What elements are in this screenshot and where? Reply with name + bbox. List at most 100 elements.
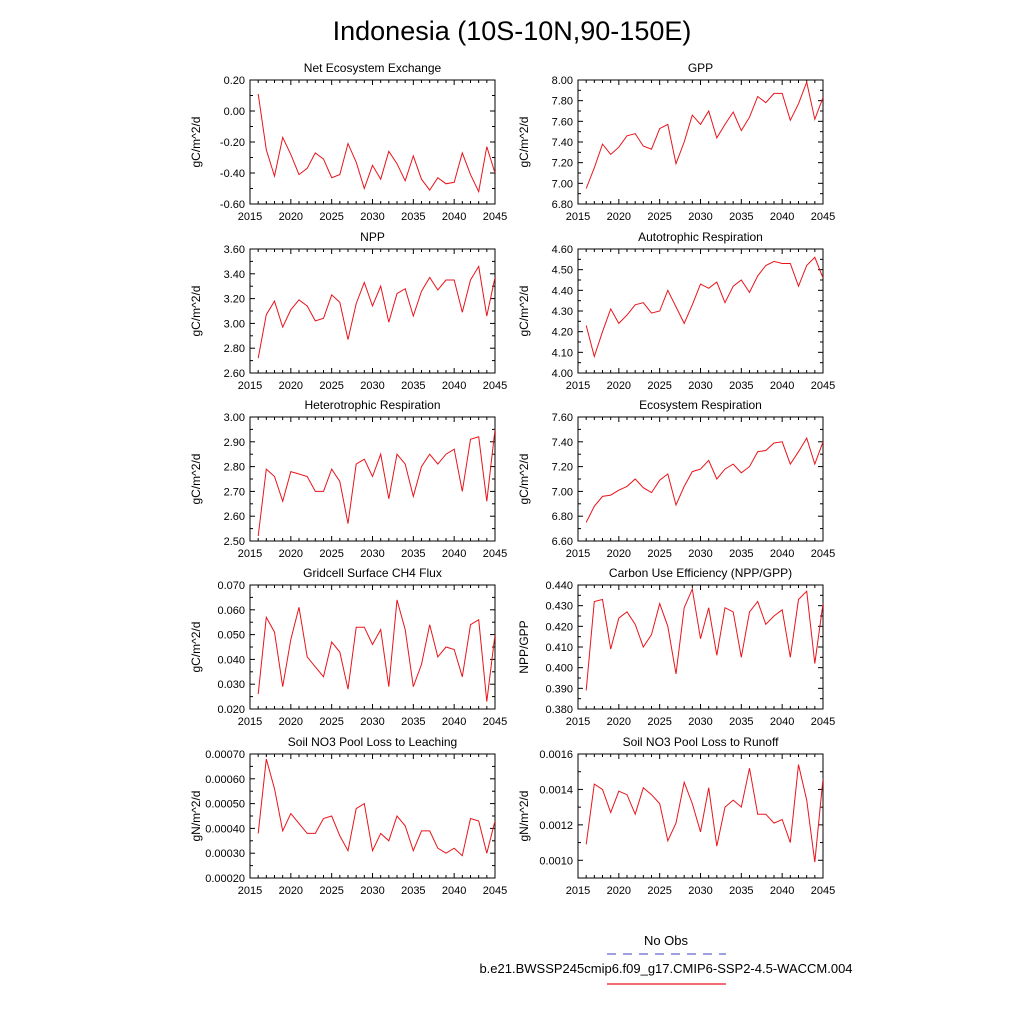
x-tick-label: 2035 (401, 211, 425, 223)
x-tick-label: 2020 (279, 885, 303, 897)
x-tick-label: 2040 (770, 716, 794, 728)
x-tick-label: 2040 (770, 548, 794, 560)
y-tick-label: 0.020 (217, 704, 245, 716)
x-tick-label: 2030 (688, 211, 712, 223)
panel-title: NPP (360, 230, 385, 244)
x-tick-label: 2045 (811, 380, 835, 392)
x-tick-label: 2025 (319, 211, 343, 223)
plot-frame (249, 584, 496, 710)
x-tick-label: 2045 (811, 885, 835, 897)
panel-title: Gridcell Surface CH4 Flux (303, 566, 442, 580)
x-tick-label: 2045 (811, 716, 835, 728)
y-tick-label: 4.30 (552, 306, 573, 318)
y-tick-label: 0.00 (224, 106, 245, 118)
panel-title: Heterotrophic Respiration (304, 398, 440, 412)
x-tick-label: 2030 (688, 716, 712, 728)
chart-panel-7: Gridcell Surface CH4 Flux 2015 2020 2025 203… (189, 566, 507, 728)
x-tick-label: 2025 (647, 548, 671, 560)
series-line (585, 80, 823, 189)
x-tick-label: 2035 (729, 380, 753, 392)
x-tick-label: 2015 (566, 211, 590, 223)
x-tick-label: 2030 (688, 885, 712, 897)
panel-title: Autotrophic Respiration (638, 230, 763, 244)
x-tick-label: 2040 (442, 716, 466, 728)
x-tick-label: 2030 (360, 211, 384, 223)
x-tick-label: 2025 (647, 716, 671, 728)
y-tick-label: 0.030 (217, 679, 245, 691)
plot-frame (249, 753, 496, 879)
y-tick-label: 3.40 (224, 269, 245, 281)
chart-panel-10: Soil NO3 Pool Loss to Runoff 2015 2020 2025… (517, 735, 835, 897)
panel-title: Soil NO3 Pool Loss to Leaching (288, 735, 457, 749)
x-tick-label: 2030 (360, 885, 384, 897)
x-tick-label: 2015 (566, 716, 590, 728)
chart-panel-1: Net Ecosystem Exchange 2015 2020 2025 2030 20… (189, 61, 507, 223)
y-tick-label: 3.60 (224, 244, 245, 256)
plot-frame (577, 79, 824, 205)
plot-frame (577, 248, 824, 374)
x-tick-label: 2035 (729, 716, 753, 728)
y-tick-label: 7.20 (552, 462, 573, 474)
plot-frame (577, 753, 824, 879)
x-tick-label: 2040 (442, 380, 466, 392)
x-tick-label: 2025 (319, 885, 343, 897)
y-tick-label: 0.00040 (205, 823, 245, 835)
x-tick-label: 2035 (401, 380, 425, 392)
x-tick-label: 2020 (279, 380, 303, 392)
y-tick-label: 8.00 (552, 75, 573, 87)
y-tick-label: 0.00030 (205, 848, 245, 860)
y-tick-label: 7.60 (552, 116, 573, 128)
y-tick-label: 2.80 (224, 462, 245, 474)
y-tick-label: 7.80 (552, 96, 573, 108)
y-tick-label: 0.0012 (539, 820, 573, 832)
y-axis-label: gC/m^2/d (517, 286, 531, 337)
x-tick-label: 2020 (607, 380, 631, 392)
y-tick-label: 2.80 (224, 343, 245, 355)
y-tick-label: 7.00 (552, 178, 573, 190)
x-tick-label: 2035 (401, 885, 425, 897)
y-tick-label: 4.50 (552, 265, 573, 277)
y-axis-label: gN/m^2/d (189, 791, 203, 842)
y-tick-label: 0.430 (545, 601, 573, 613)
y-tick-label: 3.00 (224, 412, 245, 424)
x-tick-label: 2035 (729, 885, 753, 897)
panel-title: Net Ecosystem Exchange (304, 61, 442, 75)
panel-title: Ecosystem Respiration (639, 398, 762, 412)
chart-panel-8: Carbon Use Efficiency (NPP/GPP) 2015 2020 2… (517, 566, 835, 728)
y-tick-label: 0.0014 (539, 784, 573, 796)
x-tick-label: 2040 (442, 211, 466, 223)
x-tick-label: 2030 (360, 380, 384, 392)
x-tick-label: 2040 (442, 885, 466, 897)
panels: Net Ecosystem Exchange 2015 2020 2025 2030 20… (189, 61, 835, 897)
y-tick-label: 0.00050 (205, 799, 245, 811)
y-tick-label: 0.390 (545, 683, 573, 695)
series-line (585, 587, 823, 691)
x-tick-label: 2015 (238, 885, 262, 897)
x-tick-label: 2030 (688, 380, 712, 392)
y-tick-label: 0.0010 (539, 855, 573, 867)
x-tick-label: 2045 (811, 211, 835, 223)
plot-frame (249, 416, 496, 542)
series-line (585, 256, 823, 359)
x-tick-label: 2015 (238, 380, 262, 392)
series-line (257, 264, 495, 359)
x-tick-label: 2045 (483, 548, 507, 560)
y-tick-label: 0.00060 (205, 774, 245, 786)
y-axis-label: gC/m^2/d (189, 117, 203, 168)
y-axis-label: gC/m^2/d (189, 622, 203, 673)
x-tick-label: 2025 (319, 548, 343, 560)
x-tick-label: 2020 (279, 211, 303, 223)
x-tick-label: 2020 (607, 211, 631, 223)
y-axis-label: NPP/GPP (517, 620, 531, 673)
x-tick-label: 2020 (607, 716, 631, 728)
y-tick-label: 7.40 (552, 137, 573, 149)
y-tick-label: 0.410 (545, 642, 573, 654)
y-tick-label: 7.20 (552, 158, 573, 170)
y-tick-label: 0.20 (224, 75, 245, 87)
y-tick-label: 0.00070 (205, 749, 245, 761)
panel-title: Soil NO3 Pool Loss to Runoff (623, 735, 780, 749)
plot-frame (577, 416, 824, 542)
x-tick-label: 2035 (401, 716, 425, 728)
